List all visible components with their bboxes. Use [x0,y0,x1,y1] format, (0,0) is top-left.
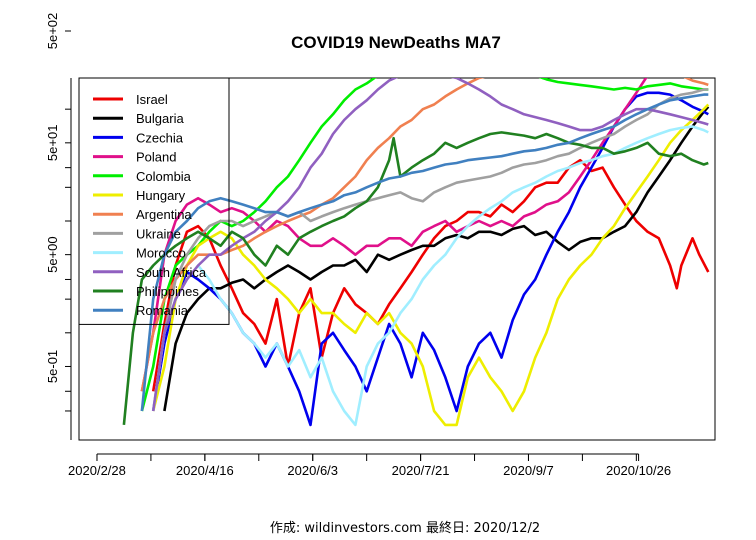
legend-box [78,77,230,325]
y-tick-label: 5e+01 [45,125,60,162]
series-line-bulgaria [163,105,710,412]
x-tick-label: 2020/7/21 [392,463,450,478]
x-tick-label: 2020/2/28 [68,463,126,478]
series-line-ukraine [151,88,709,412]
x-axis: 2020/2/28 2020/4/16 2020/6/3 2020/7/21 2020/… [68,453,671,478]
plot-area [78,77,716,441]
series-line-hungary [151,103,710,427]
series-line-morocco [151,125,709,427]
series-line-south-africa [151,78,709,412]
y-tick-label: 5e+02 [45,13,60,50]
y-tick-label: 5e-01 [45,350,60,383]
legend-label: Poland [136,150,176,165]
legend-label: Hungary [136,188,186,203]
legend-label: South Africa [136,265,207,280]
series-line-argentina [140,78,709,392]
x-tick-label: 2020/9/7 [503,463,554,478]
legend-label: Morocco [136,246,186,261]
series-line-romania [140,93,709,412]
legend-label: Romania [136,303,189,318]
y-axis: 5e-01 5e+00 5e+01 5e+02 [45,13,72,440]
series-line-philippines [122,131,709,426]
series-line-israel [151,158,710,392]
legend-label: Philippines [136,284,199,299]
x-tick-label: 2020/6/3 [287,463,338,478]
y-tick-label: 5e+00 [45,236,60,273]
legend-label: Bulgaria [136,111,184,126]
chart-title: COVID19 NewDeaths MA7 [291,33,501,52]
legend: Israel Bulgaria Czechia Poland Colombia Hunga… [78,77,230,325]
x-tick-label: 2020/4/16 [176,463,234,478]
legend-label: Colombia [136,169,192,184]
legend-label: Czechia [136,130,184,145]
series-line-czechia [151,91,709,427]
x-tick-label: 2020/10/26 [606,463,671,478]
source-caption: 作成: wildinvestors.com 最終日: 2020/12/2 [270,520,540,536]
legend-label: Argentina [136,207,192,222]
legend-label: Ukraine [136,226,181,241]
legend-label: Israel [136,92,168,107]
series-line-poland [140,78,648,392]
